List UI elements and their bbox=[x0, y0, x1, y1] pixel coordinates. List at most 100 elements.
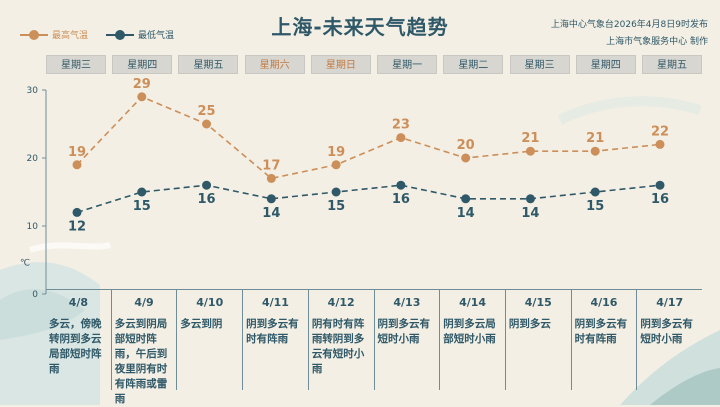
low-temp-point bbox=[72, 207, 82, 217]
forecast-description: 多云到阴 bbox=[180, 318, 223, 330]
weekday-label: 星期三 bbox=[46, 55, 106, 74]
high-temp-label: 21 bbox=[586, 131, 604, 146]
low-temp-label: 15 bbox=[586, 199, 604, 214]
low-temp-point bbox=[590, 187, 600, 197]
high-temp-point bbox=[655, 139, 665, 149]
forecast-cell: 4/9 多云到阴局部短时阵雨，午后到夜里阴有时有阵雨或雷雨 bbox=[112, 290, 178, 405]
legend-label-low: 最低气温 bbox=[138, 31, 175, 41]
high-temp-label: 23 bbox=[392, 118, 410, 133]
weekday-row: 星期三 星期四 星期五 星期六 星期日 星期一 星期二 星期三 星期四 星期五 bbox=[46, 55, 702, 74]
forecast-description: 多云到阴局部短时阵雨，午后到夜里阴有时有阵雨或雷雨 bbox=[114, 318, 168, 405]
forecast-description: 阴到多云有时有阵雨 bbox=[246, 318, 299, 345]
low-temp-label: 16 bbox=[198, 192, 216, 207]
y-tick-label: 20 bbox=[27, 154, 39, 164]
forecast-date: 4/14 bbox=[459, 296, 487, 309]
forecast-cell: 4/14 阴到多云局部短时小雨 bbox=[440, 290, 506, 390]
forecast-description: 阴到多云局部短时小雨 bbox=[443, 318, 496, 345]
y-axis-unit: ℃ bbox=[20, 259, 30, 269]
y-tick-label: 30 bbox=[27, 86, 39, 96]
forecast-description: 阴到多云有短时小雨 bbox=[377, 318, 431, 345]
forecast-date: 4/10 bbox=[196, 296, 224, 309]
low-temp-label: 14 bbox=[262, 206, 280, 221]
low-temp-point bbox=[525, 194, 535, 204]
forecast-cell: 4/12 阴有时有阵雨转阴到多云有短时小雨 bbox=[309, 290, 375, 390]
high-temp-label: 22 bbox=[651, 124, 669, 139]
low-temp-line bbox=[76, 184, 661, 214]
forecast-description: 多云，傍晚转阴到多云局部短时阵雨 bbox=[49, 318, 102, 375]
forecast-description: 阴到多云有短时小雨 bbox=[640, 318, 693, 345]
low-temp-label: 16 bbox=[651, 192, 669, 207]
high-temp-label: 21 bbox=[521, 131, 539, 146]
forecast-date: 4/9 bbox=[134, 296, 154, 309]
y-tick-label: 10 bbox=[27, 222, 39, 232]
legend-item-low: 最低气温 bbox=[106, 28, 174, 41]
forecast-description: 阴到多云 bbox=[508, 318, 551, 330]
low-temp-label: 14 bbox=[521, 206, 539, 221]
low-temp-label: 15 bbox=[133, 199, 151, 214]
legend-marker-high bbox=[20, 29, 48, 40]
forecast-cell: 4/15 阴到多云 bbox=[506, 290, 572, 390]
forecast-date: 4/13 bbox=[393, 296, 421, 309]
weekday-label: 星期五 bbox=[641, 55, 702, 74]
high-temp-label: 19 bbox=[327, 145, 345, 160]
weekday-label: 星期四 bbox=[575, 55, 636, 74]
high-temp-point bbox=[525, 146, 535, 156]
high-temp-point bbox=[396, 133, 406, 143]
high-temp-point bbox=[137, 92, 147, 102]
forecast-date: 4/16 bbox=[590, 296, 618, 309]
high-temp-label: 25 bbox=[198, 104, 216, 119]
chart-legend: 最高气温 最低气温 bbox=[20, 28, 174, 41]
forecast-cell: 4/11 阴到多云有时有阵雨 bbox=[243, 290, 309, 390]
y-tick-label: 0 bbox=[32, 290, 38, 300]
low-temp-label: 12 bbox=[68, 219, 86, 234]
low-temp-point bbox=[202, 180, 212, 190]
weekday-label: 星期五 bbox=[178, 55, 239, 74]
high-temp-point bbox=[202, 119, 212, 129]
high-temp-line bbox=[76, 95, 661, 180]
weekday-label: 星期一 bbox=[377, 55, 438, 74]
weekday-label: 星期三 bbox=[509, 55, 570, 74]
high-temp-point bbox=[72, 160, 82, 170]
weekday-label: 星期四 bbox=[112, 55, 173, 74]
forecast-date: 4/17 bbox=[656, 296, 684, 309]
low-temp-label: 14 bbox=[457, 206, 475, 221]
forecast-date: 4/11 bbox=[261, 296, 289, 309]
page-title: 上海-未来天气趋势 bbox=[271, 15, 449, 39]
forecast-date: 4/15 bbox=[524, 296, 552, 309]
forecast-description: 阴到多云有时有阵雨 bbox=[574, 318, 628, 345]
forecast-date: 4/8 bbox=[68, 296, 89, 309]
low-temp-point bbox=[266, 194, 276, 204]
forecast-description: 阴有时有阵雨转阴到多云有短时小雨 bbox=[311, 318, 365, 375]
forecast-cell: 4/16 阴到多云有时有阵雨 bbox=[572, 290, 638, 390]
legend-label-high: 最高气温 bbox=[52, 31, 89, 41]
forecast-cell: 4/8 多云，傍晚转阴到多云局部短时阵雨 bbox=[46, 290, 112, 390]
low-temp-label: 16 bbox=[392, 192, 410, 207]
high-temp-label: 29 bbox=[133, 77, 151, 92]
low-temp-point bbox=[655, 180, 665, 190]
issuer-line: 上海中心气象台2026年4月8日9时发布 bbox=[550, 20, 708, 30]
high-temp-label: 19 bbox=[68, 145, 86, 160]
high-temp-point bbox=[461, 153, 471, 163]
low-temp-point bbox=[331, 187, 341, 197]
weekday-label: 星期日 bbox=[310, 55, 371, 74]
issuer-line: 上海市气象服务中心 制作 bbox=[606, 37, 708, 47]
low-temp-point bbox=[137, 187, 147, 197]
forecast-date: 4/12 bbox=[327, 296, 355, 309]
legend-item-high: 最高气温 bbox=[20, 28, 88, 41]
high-temp-point bbox=[266, 173, 276, 183]
legend-marker-low bbox=[106, 29, 135, 40]
high-temp-label: 20 bbox=[457, 138, 475, 153]
low-temp-point bbox=[461, 194, 471, 204]
high-temp-label: 17 bbox=[262, 158, 280, 173]
weekday-label: 星期二 bbox=[443, 55, 504, 74]
weekday-label: 星期六 bbox=[244, 55, 305, 74]
high-temp-point bbox=[331, 160, 341, 170]
issuer-info: 上海中心气象台2026年4月8日9时发布 上海市气象服务中心 制作 bbox=[551, 17, 708, 51]
low-temp-point bbox=[396, 180, 406, 190]
forecast-cell: 4/17 阴到多云有短时小雨 bbox=[637, 290, 702, 390]
high-temp-point bbox=[590, 146, 600, 156]
forecast-table: 4/8 多云，傍晚转阴到多云局部短时阵雨 4/9 多云到阴局部短时阵雨，午后到夜里阴有… bbox=[46, 289, 702, 405]
low-temp-label: 15 bbox=[327, 199, 345, 214]
